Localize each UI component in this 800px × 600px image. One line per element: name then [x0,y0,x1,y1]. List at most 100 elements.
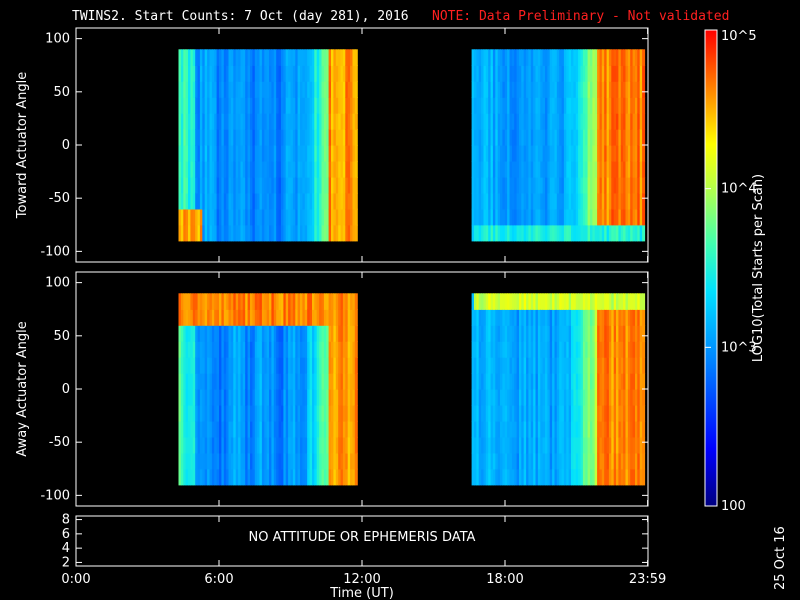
heatmap-cell [233,97,237,114]
heatmap-cell [604,192,608,210]
heatmap-cell [238,113,242,130]
heatmap-cell [300,176,303,194]
heatmap-cell [526,208,530,226]
heatmap-cell [340,341,344,358]
heatmap-cell [345,208,349,226]
heatmap-cell [354,293,358,310]
heatmap-cell [559,389,563,406]
heatmap-cell [566,113,570,130]
heatmap-cell [183,65,187,82]
heatmap-cell [214,192,218,210]
heatmap-cell [283,97,287,114]
heatmap-cell [238,97,242,114]
heatmap-cell [202,420,206,438]
heatmap-cell [288,341,292,358]
heatmap-cell [266,49,270,66]
heatmap-cell [516,293,520,310]
heatmap-cell [204,176,208,194]
heatmap-cell [578,325,582,342]
heatmap-cell [528,176,532,194]
heatmap-cell [271,161,275,178]
heatmap-cell [309,452,313,470]
heatmap-cell [273,161,277,178]
heatmap-cell [530,129,534,146]
heatmap-cell [552,373,556,390]
heatmap-cell [316,113,320,130]
heatmap-cell [180,341,184,358]
heatmap-cell [582,325,586,342]
heatmap-cell [252,65,256,82]
heatmap-cell [516,65,520,82]
heatmap-cell [188,97,191,114]
heatmap-cell [488,341,492,358]
heatmap-cell [233,420,237,438]
heatmap-cell [521,405,525,422]
heatmap-cell [261,161,265,178]
heatmap-cell [611,208,615,226]
heatmap-cell [608,129,612,146]
heatmap-cell [273,293,277,310]
heatmap-cell [533,113,537,130]
heatmap-cell [333,468,337,486]
heatmap-cell [471,420,475,438]
heatmap-cell [523,49,527,66]
heatmap-cell [580,192,584,210]
heatmap-cell [474,420,477,438]
heatmap-cell [590,373,593,390]
heatmap-cell [597,468,601,486]
heatmap-cell [637,129,641,146]
heatmap-cell [575,129,579,146]
heatmap-cell [221,325,225,342]
heatmap-cell [307,224,311,242]
heatmap-cell [257,309,261,326]
heatmap-cell [573,325,577,342]
heatmap-cell [276,145,280,162]
heatmap-cell [290,373,294,390]
heatmap-cell [590,405,593,422]
heatmap-cell [264,129,268,146]
heatmap-cell [254,145,258,162]
heatmap-cell [292,129,296,146]
heatmap-cell [254,373,258,390]
heatmap-cell [585,224,589,242]
ytick-label: 0 [62,382,70,397]
heatmap-cell [582,65,586,82]
heatmap-cell [592,357,596,374]
heatmap-cell [604,357,608,374]
heatmap-cell [350,161,354,178]
heatmap-cell [542,341,546,358]
heatmap-cell [471,192,475,210]
heatmap-cell [340,192,344,210]
heatmap-cell [521,357,525,374]
heatmap-cell [207,81,211,98]
heatmap-cell [542,309,546,326]
heatmap-cell [563,224,567,242]
heatmap-cell [209,420,213,438]
heatmap-cell [273,113,277,130]
heatmap-cell [211,192,215,210]
heatmap-cell [178,357,182,374]
heatmap-cell [632,97,636,114]
heatmap-cell [328,325,332,342]
heatmap-cell [608,81,612,98]
heatmap-cell [321,341,325,358]
heatmap-cell [216,192,220,210]
heatmap-cell [492,97,496,114]
heatmap-cell [502,65,506,82]
heatmap-cell [490,161,494,178]
heatmap-cell [338,145,342,162]
heatmap-cell [338,373,342,390]
heatmap-cell [616,357,619,374]
heatmap-cell [252,192,256,210]
heatmap-cell [556,468,560,486]
heatmap-cell [292,468,296,486]
heatmap-cell [328,373,332,390]
heatmap-cell [197,224,201,242]
heatmap-cell [281,325,284,342]
heatmap-cell [575,452,579,470]
heatmap-cell [195,129,199,146]
heatmap-cell [590,113,593,130]
heatmap-cell [338,341,342,358]
heatmap-cell [481,208,485,226]
heatmap-cell [235,65,239,82]
